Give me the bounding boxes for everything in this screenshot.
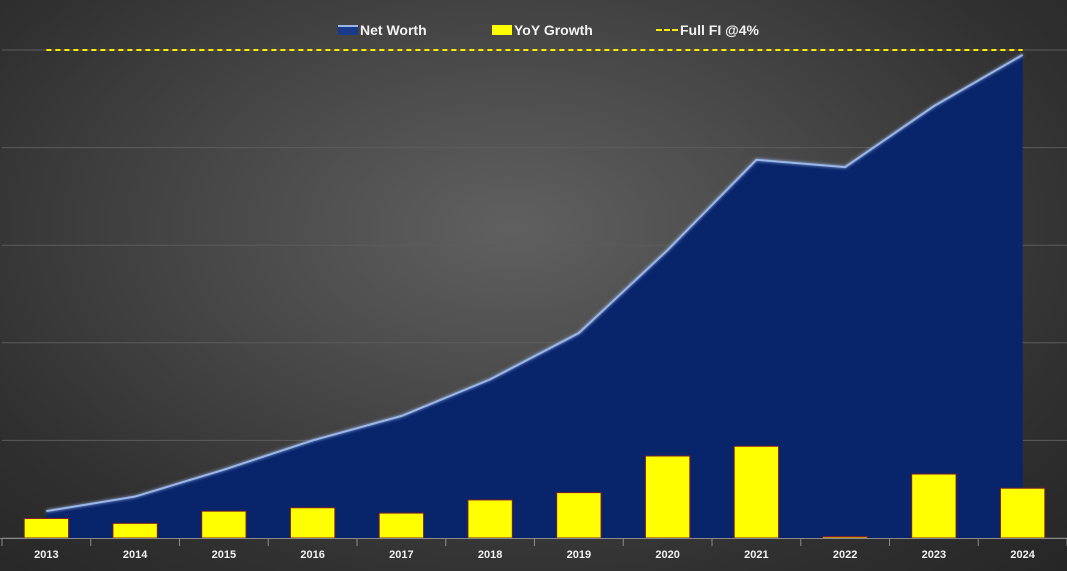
legend-full-fi: Full FI @4%: [656, 20, 759, 40]
x-tick-label: 2022: [833, 549, 857, 561]
net-worth-line: [46, 54, 1024, 513]
x-tick-label: 2016: [300, 549, 324, 561]
legend-yoy-growth-label: YoY Growth: [514, 22, 593, 38]
yoy-growth-bar: [822, 536, 868, 539]
x-tick-label: 2017: [389, 549, 413, 561]
legend-full-fi-label: Full FI @4%: [680, 22, 759, 38]
x-tick-label: 2024: [1010, 549, 1035, 561]
yoy-growth-bar: [733, 445, 780, 539]
yoy-growth-bar: [556, 492, 602, 539]
legend-net-worth: Net Worth: [338, 20, 427, 40]
x-tick-label: 2023: [922, 549, 946, 561]
net-worth-swatch: [338, 25, 358, 35]
x-tick-label: 2019: [567, 549, 591, 561]
yoy-growth-bar: [378, 512, 425, 539]
x-tick-label: 2020: [655, 549, 679, 561]
net-worth-area: [46, 54, 1023, 538]
yoy-growth-bar: [999, 487, 1046, 539]
yoy-growth-bar: [289, 507, 336, 539]
yoy-growth-bar: [23, 517, 70, 539]
x-tick-label: 2015: [212, 549, 236, 561]
yoy-growth-bar: [112, 522, 158, 539]
x-tick-label: 2018: [478, 549, 502, 561]
yoy-growth-bar: [201, 510, 247, 539]
legend-yoy-growth: YoY Growth: [492, 20, 593, 40]
yoy-growth-swatch: [492, 25, 512, 35]
legend-net-worth-label: Net Worth: [360, 22, 427, 38]
yoy-growth-bar: [644, 455, 691, 539]
yoy-growth-bar: [911, 473, 957, 539]
x-tick-label: 2014: [123, 549, 148, 561]
yoy-growth-bar: [467, 499, 513, 539]
full-fi-swatch: [656, 29, 678, 31]
x-tick-label: 2013: [34, 549, 58, 561]
x-tick-label: 2021: [744, 549, 768, 561]
